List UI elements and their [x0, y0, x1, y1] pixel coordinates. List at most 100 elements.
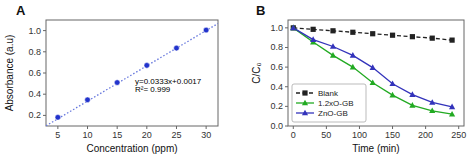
line-marker: [350, 52, 356, 58]
x-tick: [206, 126, 207, 129]
y-tick-label: 0.2: [270, 101, 283, 111]
y-tick: [43, 73, 46, 74]
line-marker: [409, 91, 415, 97]
line-marker: [350, 64, 356, 70]
x-tick-label: 30: [201, 130, 211, 140]
y-tick: [285, 106, 288, 107]
line-marker: [389, 92, 395, 98]
x-tick: [392, 126, 393, 129]
line-marker: [290, 25, 296, 31]
legend-frame: [292, 84, 366, 122]
line-marker: [350, 30, 355, 35]
line-marker: [390, 33, 395, 38]
plot-frame: [46, 20, 218, 126]
x-tick-label: 100: [352, 130, 367, 140]
line-marker: [330, 43, 336, 49]
legend-entry: ZnO-GB: [318, 109, 348, 118]
x-tick-label: 0: [291, 130, 296, 140]
line-marker: [370, 80, 376, 86]
series-line: [293, 28, 452, 40]
x-tick-label: 25: [171, 130, 181, 140]
y-tick: [285, 126, 288, 127]
x-tick: [458, 126, 459, 129]
line-marker: [370, 64, 376, 70]
line-marker: [291, 25, 296, 30]
scatter-point: [144, 63, 150, 69]
x-tick-label: 50: [321, 130, 331, 140]
line-marker: [370, 31, 375, 36]
y-axis-label: C/C₀: [251, 62, 262, 83]
x-tick: [359, 126, 360, 129]
line-marker: [330, 28, 335, 33]
x-tick: [146, 126, 147, 129]
legend-marker: [302, 110, 308, 116]
legend-entry: 1.2xO-GB: [318, 99, 354, 108]
x-tick-label: 150: [385, 130, 400, 140]
panel-label: B: [256, 3, 265, 18]
x-tick: [176, 126, 177, 129]
y-tick-label: 0.4: [270, 82, 283, 92]
y-tick-label: 0.0: [270, 121, 283, 131]
annotation: R²= 0.999: [135, 85, 171, 94]
legend-marker: [302, 90, 307, 95]
plot-frame: [288, 20, 464, 126]
line-marker: [311, 27, 316, 32]
y-tick: [285, 67, 288, 68]
y-tick: [285, 47, 288, 48]
y-tick-label: 0.8: [270, 42, 283, 52]
y-tick-label: 0.2: [28, 110, 41, 120]
y-axis-label: Absorbance (a.u): [4, 35, 15, 112]
line-marker: [449, 104, 455, 110]
legend-marker: [302, 100, 308, 106]
y-tick: [43, 94, 46, 95]
scatter-point: [203, 27, 209, 33]
y-tick: [43, 115, 46, 116]
panel: 0501001502002500.00.20.40.60.81.0Time (m…: [251, 3, 466, 154]
line-marker: [330, 52, 336, 58]
y-tick-label: 1.0: [28, 26, 41, 36]
series-line: [293, 28, 452, 107]
x-axis-label: Time (min): [352, 143, 399, 154]
scatter-point: [174, 45, 180, 51]
legend-entry: Blank: [318, 89, 339, 98]
series-line: [46, 23, 218, 125]
x-tick-label: 200: [418, 130, 433, 140]
figure: 5 10 15 20 25 30 0.2 0.4 0.6 0.8 1.0 Concentration …: [0, 0, 474, 168]
y-tick-label: 1.0: [270, 23, 283, 33]
y-tick: [285, 27, 288, 28]
line-marker: [430, 36, 435, 41]
x-tick: [57, 126, 58, 129]
series-line: [293, 28, 452, 114]
legend: Blank1.2xO-GBZnO-GB: [292, 84, 366, 122]
x-tick: [293, 126, 294, 129]
line-marker: [389, 80, 395, 86]
y-tick-label: 0.4: [28, 89, 41, 99]
x-axis-label: Concentration (ppm): [86, 143, 177, 154]
y-tick: [43, 51, 46, 52]
x-tick-label: 250: [451, 130, 466, 140]
x-tick: [425, 126, 426, 129]
line-marker: [429, 107, 435, 113]
line-marker: [409, 102, 415, 108]
scatter-point: [85, 97, 91, 103]
y-tick: [43, 30, 46, 31]
line-marker: [429, 99, 435, 105]
x-tick-label: 20: [142, 130, 152, 140]
panel: 5 10 15 20 25 30 0.2 0.4 0.6 0.8 1.0 Concentration …: [4, 3, 218, 154]
y-tick-label: 0.6: [28, 68, 41, 78]
x-tick: [326, 126, 327, 129]
line-marker: [310, 36, 316, 42]
y-tick: [285, 86, 288, 87]
x-tick-label: 15: [112, 130, 122, 140]
panel-label: A: [16, 3, 26, 18]
x-tick-label: 5: [55, 130, 60, 140]
x-tick-label: 10: [83, 130, 93, 140]
data-group: [46, 23, 218, 125]
line-marker: [290, 25, 296, 31]
y-tick-label: 0.8: [28, 47, 41, 57]
scatter-point: [55, 115, 61, 121]
scatter-point: [114, 80, 120, 86]
x-tick: [87, 126, 88, 129]
line-marker: [449, 38, 454, 43]
line-marker: [449, 111, 455, 117]
